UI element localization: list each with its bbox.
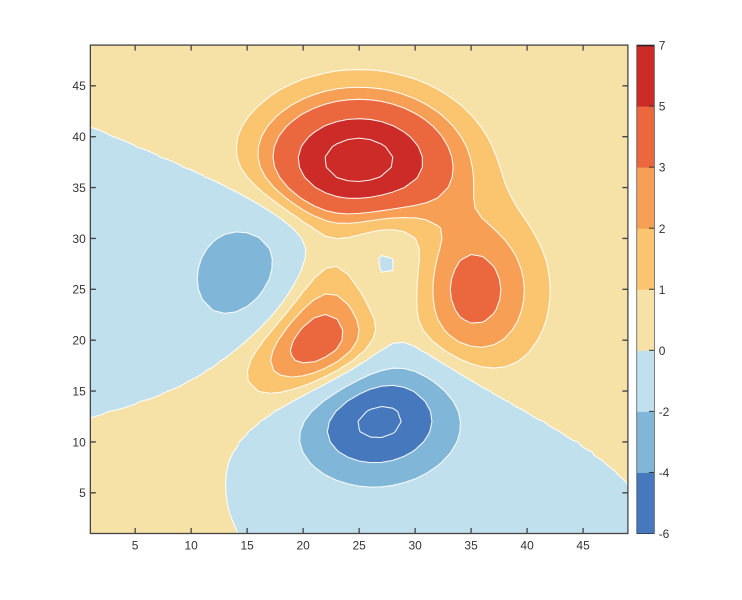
svg-text:40: 40 bbox=[520, 539, 534, 553]
svg-text:5: 5 bbox=[79, 486, 86, 500]
svg-text:5: 5 bbox=[132, 539, 139, 553]
svg-text:45: 45 bbox=[576, 539, 590, 553]
svg-text:30: 30 bbox=[72, 232, 86, 246]
svg-text:35: 35 bbox=[72, 181, 86, 195]
svg-text:15: 15 bbox=[240, 539, 254, 553]
svg-text:25: 25 bbox=[352, 539, 366, 553]
svg-text:10: 10 bbox=[72, 435, 86, 449]
svg-text:30: 30 bbox=[408, 539, 422, 553]
svg-text:0: 0 bbox=[659, 344, 666, 358]
svg-text:-4: -4 bbox=[659, 466, 670, 480]
svg-text:-6: -6 bbox=[659, 527, 670, 541]
svg-text:1: 1 bbox=[659, 283, 666, 297]
svg-text:20: 20 bbox=[296, 539, 310, 553]
svg-text:3: 3 bbox=[659, 161, 666, 175]
svg-text:45: 45 bbox=[72, 79, 86, 93]
svg-text:-2: -2 bbox=[659, 405, 670, 419]
svg-text:20: 20 bbox=[72, 334, 86, 348]
svg-text:10: 10 bbox=[184, 539, 198, 553]
svg-text:35: 35 bbox=[464, 539, 478, 553]
svg-text:2: 2 bbox=[659, 222, 666, 236]
svg-text:5: 5 bbox=[659, 100, 666, 114]
svg-text:7: 7 bbox=[659, 39, 666, 53]
svg-text:15: 15 bbox=[72, 384, 86, 398]
svg-text:25: 25 bbox=[72, 283, 86, 297]
svg-text:40: 40 bbox=[72, 130, 86, 144]
